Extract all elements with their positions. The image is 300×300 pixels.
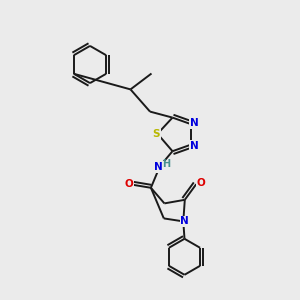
Text: O: O [196,178,206,188]
Text: H: H [162,159,171,170]
Text: O: O [124,178,133,189]
Text: S: S [152,129,160,139]
Text: N: N [180,216,189,226]
Text: N: N [190,118,199,128]
Text: N: N [154,162,163,172]
Text: N: N [190,140,199,151]
